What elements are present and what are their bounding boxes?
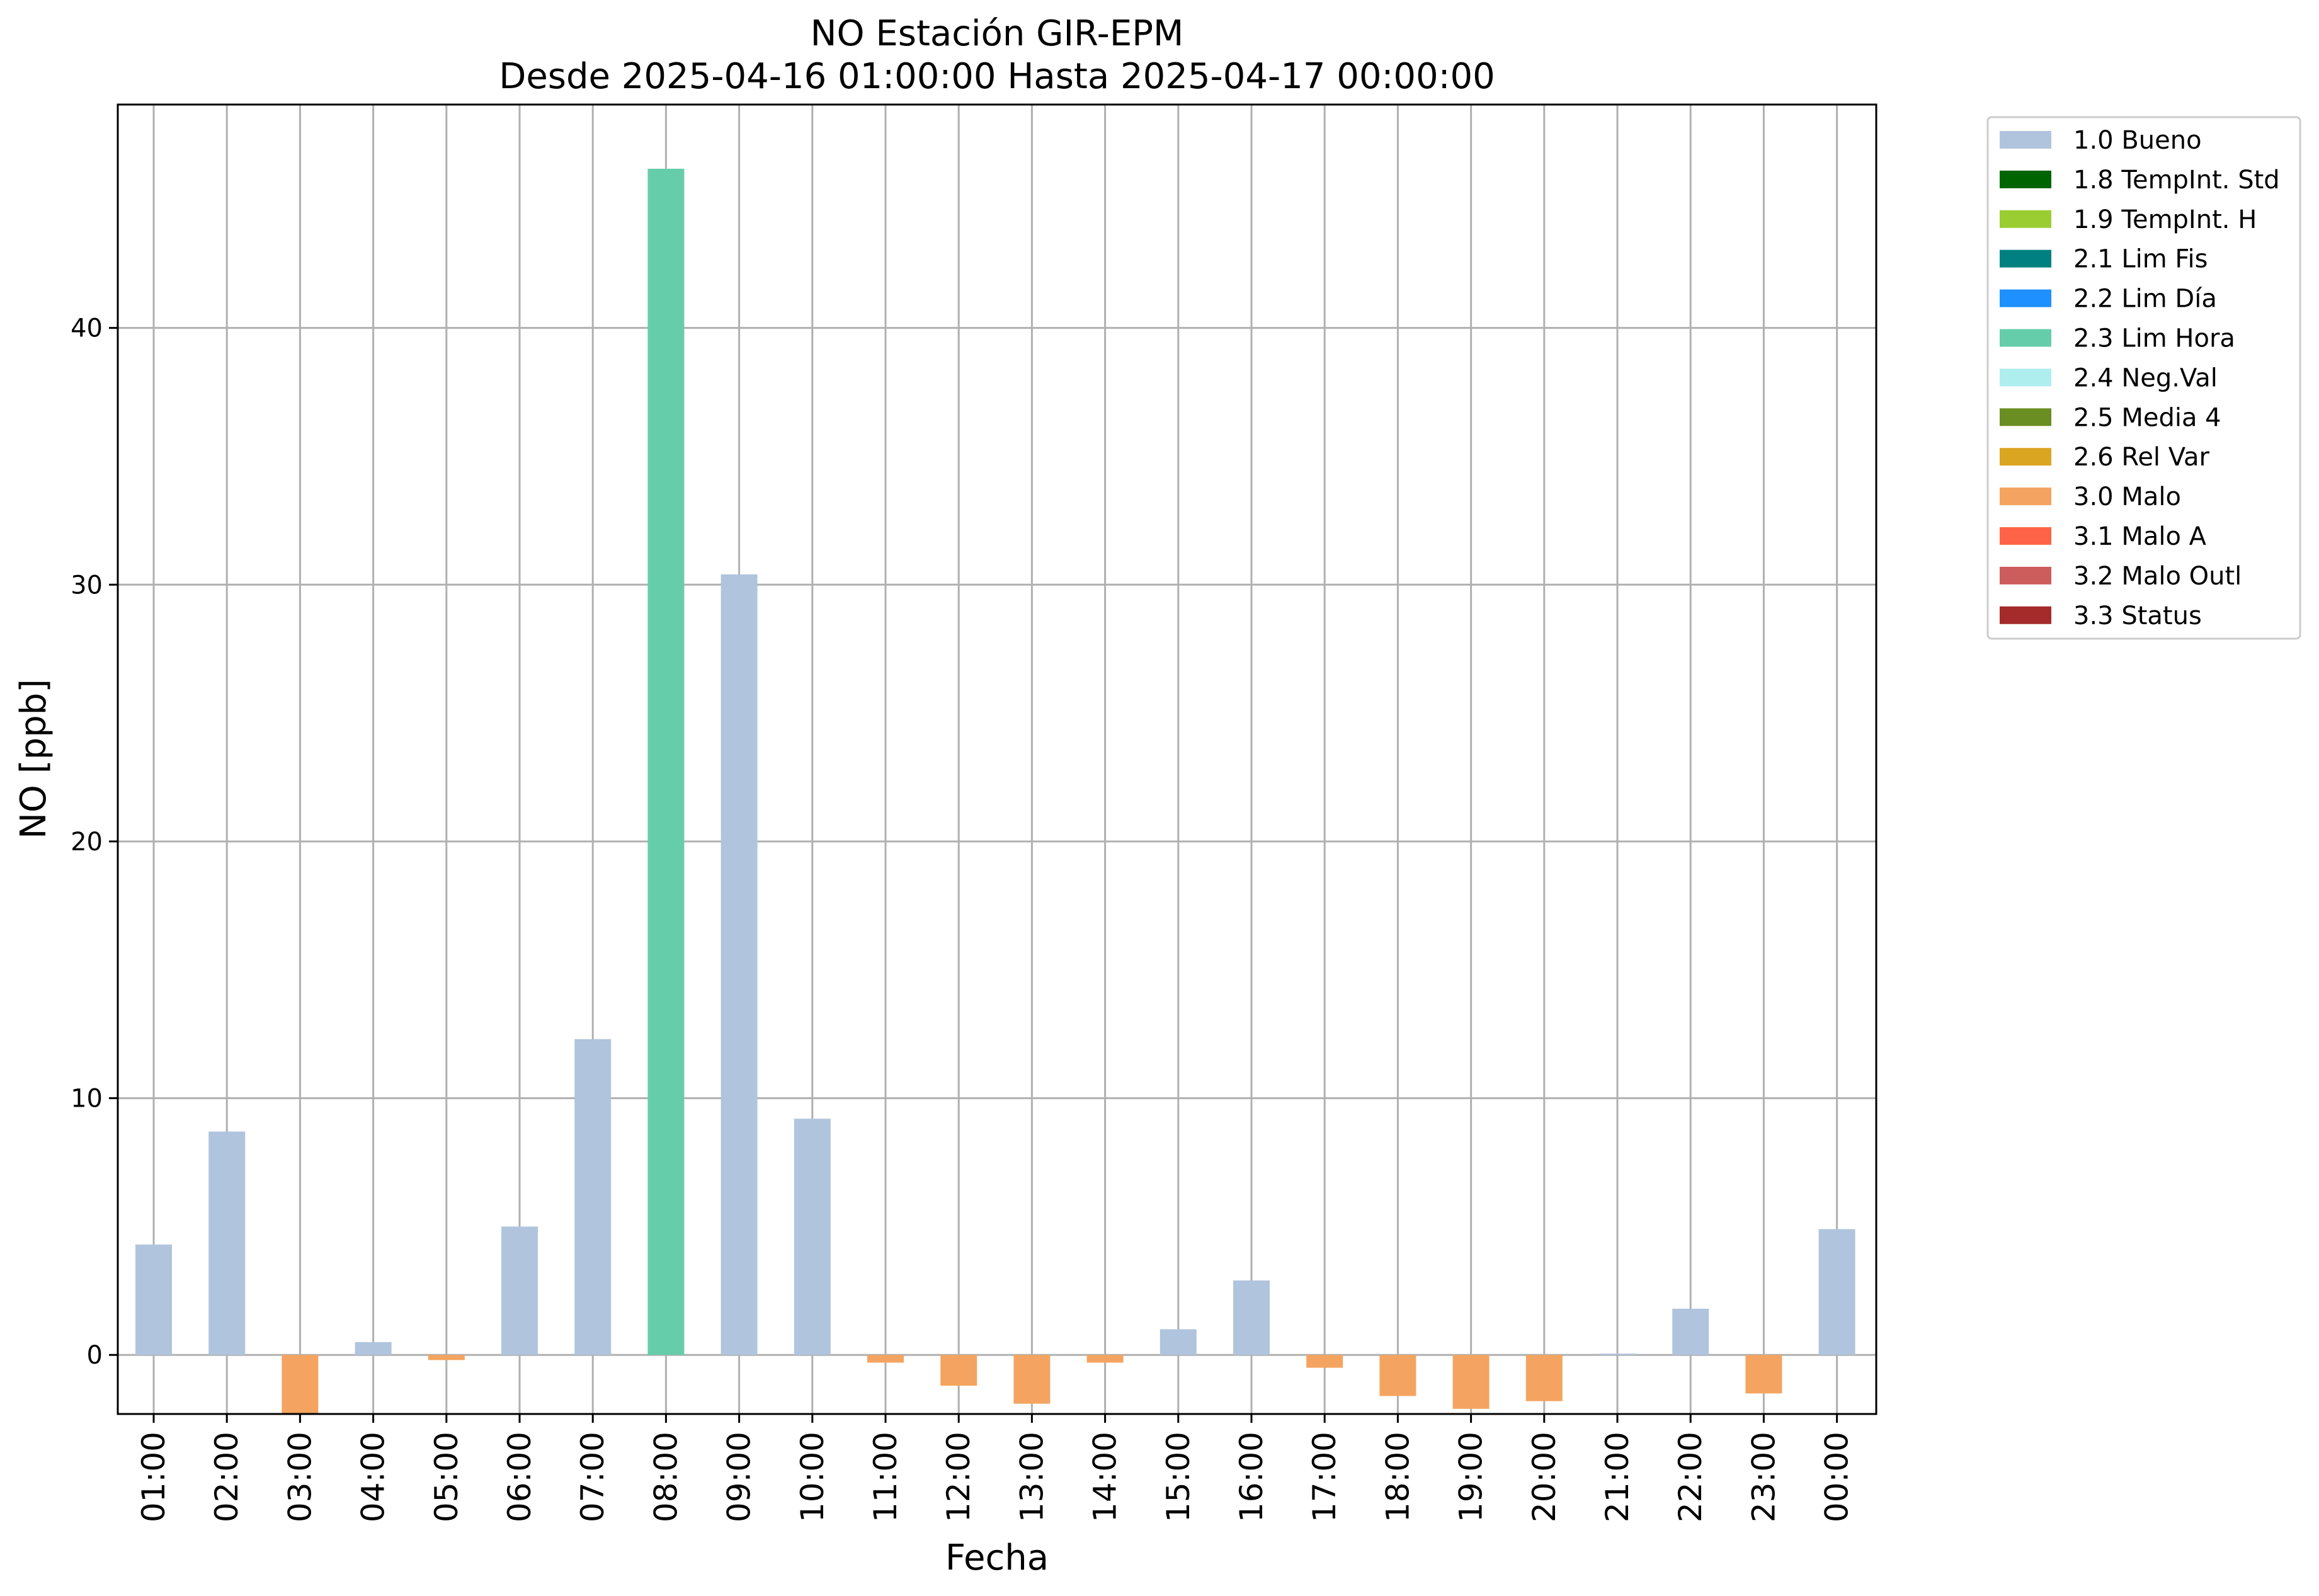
bar bbox=[1525, 1355, 1563, 1401]
x-tick-label: 00:00 bbox=[1819, 1432, 1855, 1522]
x-tick-label: 17:00 bbox=[1306, 1432, 1343, 1522]
x-tick-label: 23:00 bbox=[1745, 1432, 1782, 1522]
legend: 1.0 Bueno 1.8 TempInt. Std 1.9 TempInt. H 2… bbox=[1986, 116, 2301, 640]
bar bbox=[1672, 1308, 1709, 1355]
legend-swatch bbox=[2000, 249, 2051, 268]
legend-label: 1.9 TempInt. H bbox=[2073, 205, 2257, 234]
legend-swatch bbox=[2000, 566, 2051, 584]
bar bbox=[135, 1244, 172, 1355]
legend-swatch bbox=[2000, 170, 2051, 188]
x-tick-label: 01:00 bbox=[135, 1432, 172, 1522]
legend-swatch bbox=[2000, 210, 2051, 228]
x-tick-label: 03:00 bbox=[282, 1432, 318, 1522]
legend-swatch bbox=[2000, 131, 2051, 149]
y-tick-label: 30 bbox=[71, 571, 103, 600]
legend-swatch bbox=[2000, 368, 2051, 387]
x-tick-label: 20:00 bbox=[1526, 1432, 1563, 1522]
x-tick-label: 22:00 bbox=[1672, 1432, 1709, 1522]
x-axis-label: Fecha bbox=[945, 1537, 1049, 1578]
legend-swatch bbox=[2000, 448, 2051, 466]
bar bbox=[1379, 1355, 1416, 1396]
bar bbox=[1306, 1355, 1343, 1368]
legend-label: 3.2 Malo Outl bbox=[2073, 562, 2242, 591]
x-tick-label: 16:00 bbox=[1233, 1432, 1270, 1522]
bar bbox=[1599, 1354, 1636, 1355]
chart-subtitle: Desde 2025-04-16 01:00:00 Hasta 2025-04-… bbox=[499, 56, 1495, 97]
bar bbox=[355, 1342, 392, 1355]
x-tick-label: 05:00 bbox=[428, 1432, 465, 1522]
x-axis-ticks: 01:00 02:00 03:00 04:00 05:00 06:00 07:00 08:00… bbox=[135, 1414, 1855, 1522]
bar bbox=[1160, 1329, 1197, 1355]
bar bbox=[1818, 1229, 1855, 1355]
bar bbox=[1452, 1355, 1490, 1409]
y-tick-label: 0 bbox=[87, 1341, 103, 1370]
x-tick-label: 15:00 bbox=[1160, 1432, 1197, 1522]
legend-label: 2.5 Media 4 bbox=[2073, 403, 2221, 432]
legend-swatch bbox=[2000, 527, 2051, 545]
bar bbox=[501, 1226, 538, 1355]
x-tick-label: 18:00 bbox=[1379, 1432, 1416, 1522]
bar bbox=[282, 1355, 319, 1414]
y-axis-ticks: 0 10 20 30 40 bbox=[71, 314, 118, 1370]
x-tick-label: 14:00 bbox=[1087, 1432, 1124, 1522]
legend-label: 2.1 Lim Fis bbox=[2073, 245, 2208, 274]
bar bbox=[794, 1119, 831, 1355]
bar bbox=[1745, 1355, 1782, 1394]
plot-area-frame bbox=[117, 103, 1877, 1415]
bar bbox=[1233, 1280, 1270, 1355]
legend-label: 2.3 Lim Hora bbox=[2073, 324, 2235, 353]
chart-title: NO Estación GIR-EPM bbox=[811, 13, 1184, 54]
bars bbox=[135, 168, 1855, 1414]
bar bbox=[940, 1355, 977, 1386]
legend-swatch bbox=[2000, 408, 2051, 426]
bar bbox=[1086, 1355, 1124, 1363]
x-tick-label: 06:00 bbox=[501, 1432, 538, 1522]
bar bbox=[428, 1355, 465, 1360]
bar bbox=[647, 168, 685, 1355]
legend-swatch bbox=[2000, 289, 2051, 307]
legend-label: 2.6 Rel Var bbox=[2073, 443, 2210, 472]
bar bbox=[574, 1039, 612, 1355]
legend-label: 1.8 TempInt. Std bbox=[2073, 166, 2280, 195]
legend-frame bbox=[1986, 116, 2301, 640]
legend-label: 2.2 Lim Día bbox=[2073, 285, 2217, 314]
bar bbox=[208, 1131, 246, 1355]
x-tick-label: 02:00 bbox=[208, 1432, 245, 1522]
legend-label: 3.3 Status bbox=[2073, 601, 2202, 630]
y-tick-label: 40 bbox=[71, 314, 103, 343]
bar bbox=[867, 1355, 904, 1363]
y-tick-label: 10 bbox=[71, 1085, 103, 1114]
legend-label: 3.1 Malo A bbox=[2073, 522, 2207, 551]
x-tick-label: 19:00 bbox=[1453, 1432, 1490, 1522]
y-axis-label: NO [ppb] bbox=[13, 679, 54, 839]
x-tick-label: 04:00 bbox=[355, 1432, 392, 1522]
bar bbox=[721, 574, 758, 1355]
x-tick-label: 12:00 bbox=[940, 1432, 977, 1522]
x-tick-label: 21:00 bbox=[1599, 1432, 1636, 1522]
x-tick-label: 11:00 bbox=[867, 1432, 904, 1522]
x-tick-label: 07:00 bbox=[574, 1432, 611, 1522]
bar bbox=[1013, 1355, 1051, 1404]
x-tick-label: 10:00 bbox=[794, 1432, 831, 1522]
legend-label: 2.4 Neg.Val bbox=[2073, 363, 2218, 392]
legend-swatch bbox=[2000, 606, 2051, 624]
x-tick-label: 13:00 bbox=[1013, 1432, 1050, 1522]
legend-label: 3.0 Malo bbox=[2073, 482, 2181, 511]
x-tick-label: 09:00 bbox=[721, 1432, 758, 1522]
legend-label: 1.0 Bueno bbox=[2073, 126, 2202, 155]
x-tick-label: 08:00 bbox=[647, 1432, 684, 1522]
legend-swatch bbox=[2000, 487, 2051, 506]
y-tick-label: 20 bbox=[71, 828, 103, 857]
legend-swatch bbox=[2000, 329, 2051, 347]
